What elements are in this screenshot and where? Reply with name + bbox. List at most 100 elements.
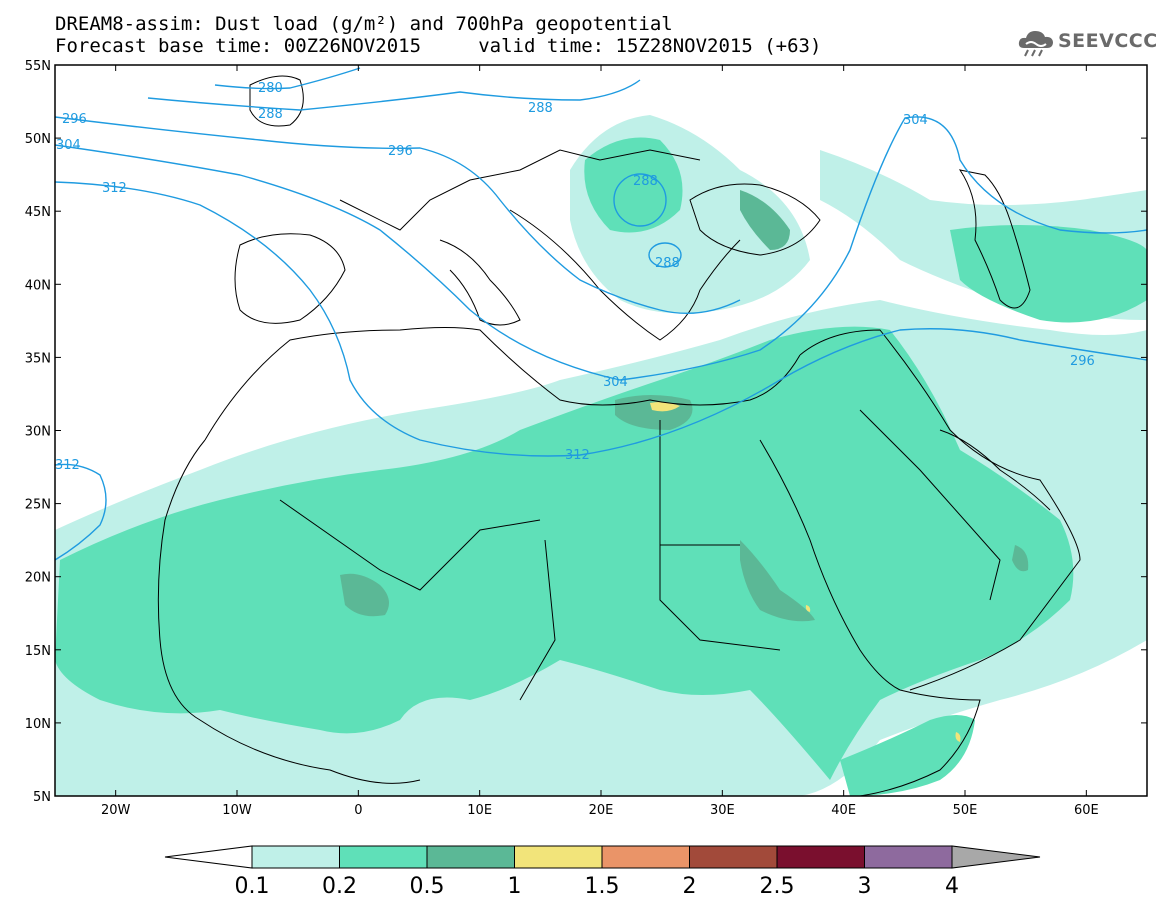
- logo-label: SEEVCCC: [1058, 30, 1158, 52]
- coastline-layer: [157, 75, 1081, 796]
- border-saudi: [859, 409, 1001, 601]
- map-title: DREAM8-assim: Dust load (g/m²) and 700hP…: [55, 13, 673, 35]
- map-subtitle: Forecast base time: 00Z26NOV2015 valid t…: [55, 35, 822, 57]
- lat-tick-label: 5N: [33, 790, 51, 805]
- dust-region-peak-sudan: [805, 605, 811, 612]
- colorbar-label: 1: [508, 874, 522, 899]
- colorbar-swatch: [514, 845, 603, 869]
- contour-label: 296: [388, 144, 413, 159]
- colorbar-max-arrow: [951, 845, 1041, 869]
- contour-288-greece: [648, 242, 682, 268]
- contour-288: [147, 79, 641, 111]
- contour-label: 304: [56, 138, 81, 153]
- colorbar-label: 0.1: [235, 874, 270, 899]
- colorbar-min-arrow: [164, 845, 253, 869]
- colorbar: 0.1 0.2 0.5 1 1.5 2 2.5 3 4: [164, 845, 1041, 899]
- dust-region-medium-caspian: [950, 225, 1147, 323]
- lon-tick-label: 0: [354, 803, 362, 818]
- contour-label: 304: [603, 375, 628, 390]
- coastline-africa-west: [157, 439, 421, 784]
- colorbar-swatch: [776, 845, 865, 869]
- colorbar-label: 2.5: [760, 874, 795, 899]
- colorbar-swatch: [339, 845, 428, 869]
- colorbar-label: 4: [945, 874, 959, 899]
- contour-label: 312: [102, 181, 127, 196]
- coastline-black-sea: [689, 183, 821, 256]
- contour-label: 280: [258, 81, 283, 96]
- cloud-icon: [1018, 31, 1053, 57]
- lon-tick-label: 10W: [222, 803, 252, 818]
- lon-tick-label: 50E: [953, 803, 978, 818]
- lon-tick-label: 20W: [101, 803, 131, 818]
- contour-304: [55, 116, 1147, 381]
- lat-tick-label: 15N: [25, 644, 51, 659]
- lon-tick-label: 10E: [467, 803, 492, 818]
- contour-312: [55, 181, 1147, 457]
- contour-label: 296: [62, 112, 87, 127]
- contour-label: 288: [655, 256, 680, 271]
- lat-tick-label: 10N: [25, 717, 51, 732]
- colorbar-label: 2: [683, 874, 697, 899]
- lat-tick-label: 45N: [25, 205, 51, 220]
- colorbar-label: 0.5: [410, 874, 445, 899]
- coastline-africa-north: [204, 327, 801, 441]
- dust-region-medium-north: [584, 137, 683, 233]
- border-sudan: [659, 545, 781, 651]
- contour-label: 288: [258, 107, 283, 122]
- dust-region-peak-somalia: [955, 732, 961, 742]
- lat-tick-label: 20N: [25, 571, 51, 586]
- latitude-axis: 55N 50N 45N 40N 35N 30N 25N 20N 15N 10N 5N: [25, 59, 1147, 805]
- contour-label: 296: [1070, 354, 1095, 369]
- coastline-uk: [249, 75, 304, 127]
- dust-region-peak-libya: [650, 402, 680, 412]
- contour-label: 304: [903, 113, 928, 128]
- colorbar-label: 1.5: [585, 874, 620, 899]
- lat-tick-label: 30N: [25, 425, 51, 440]
- coastline-gulf: [939, 429, 1051, 511]
- border-chad: [519, 539, 556, 701]
- longitude-axis: 20W 10W 0 10E 20E 30E 40E 50E 60E: [101, 65, 1099, 818]
- coastline-caspian: [958, 169, 1031, 309]
- lat-tick-label: 55N: [25, 59, 51, 74]
- contour-label: 312: [55, 458, 80, 473]
- dust-region-medium-somalia: [840, 715, 975, 796]
- dust-region-dark-black-sea: [740, 190, 790, 250]
- lat-tick-label: 40N: [25, 278, 51, 293]
- contour-288-balkans: [613, 173, 667, 227]
- border-europe: [339, 149, 701, 231]
- contour-label-group: 280 288 288 296 296 304 304 312 312 312 …: [55, 81, 1095, 473]
- lon-tick-label: 30E: [710, 803, 735, 818]
- coastline-iberia: [234, 233, 346, 324]
- contour-296: [55, 116, 741, 314]
- dust-region-dark-gulf: [1012, 545, 1029, 572]
- lat-tick-label: 25N: [25, 498, 51, 513]
- colorbar-swatch: [601, 845, 690, 869]
- contour-312-west: [55, 463, 107, 561]
- colorbar-swatch: [426, 845, 515, 869]
- contour-280: [214, 67, 361, 90]
- dust-field-layer: [55, 115, 1147, 796]
- coastline-arabia: [799, 329, 1081, 691]
- seevccc-logo: SEEVCCC: [1016, 24, 1157, 60]
- coastline-italy: [439, 239, 521, 326]
- contour-label: 288: [528, 101, 553, 116]
- lon-tick-label: 60E: [1074, 803, 1099, 818]
- dust-region-dark-sudan: [740, 540, 815, 622]
- border-algeria-mali: [279, 499, 541, 591]
- lon-tick-label: 20E: [589, 803, 614, 818]
- contour-label: 312: [565, 448, 590, 463]
- coastline-balkans: [509, 209, 741, 341]
- colorbar-swatch: [864, 845, 953, 869]
- lat-tick-label: 50N: [25, 132, 51, 147]
- lat-tick-label: 35N: [25, 351, 51, 366]
- geopotential-layer: [55, 67, 1147, 561]
- coastline-red-sea: [759, 439, 901, 691]
- dust-region-medium: [55, 326, 1074, 780]
- colorbar-swatch: [251, 845, 340, 869]
- colorbar-label: 3: [858, 874, 872, 899]
- dust-region-dark-sahara: [340, 573, 389, 617]
- colorbar-swatch: [689, 845, 778, 869]
- contour-label: 288: [633, 174, 658, 189]
- coastline-horn: [859, 689, 981, 796]
